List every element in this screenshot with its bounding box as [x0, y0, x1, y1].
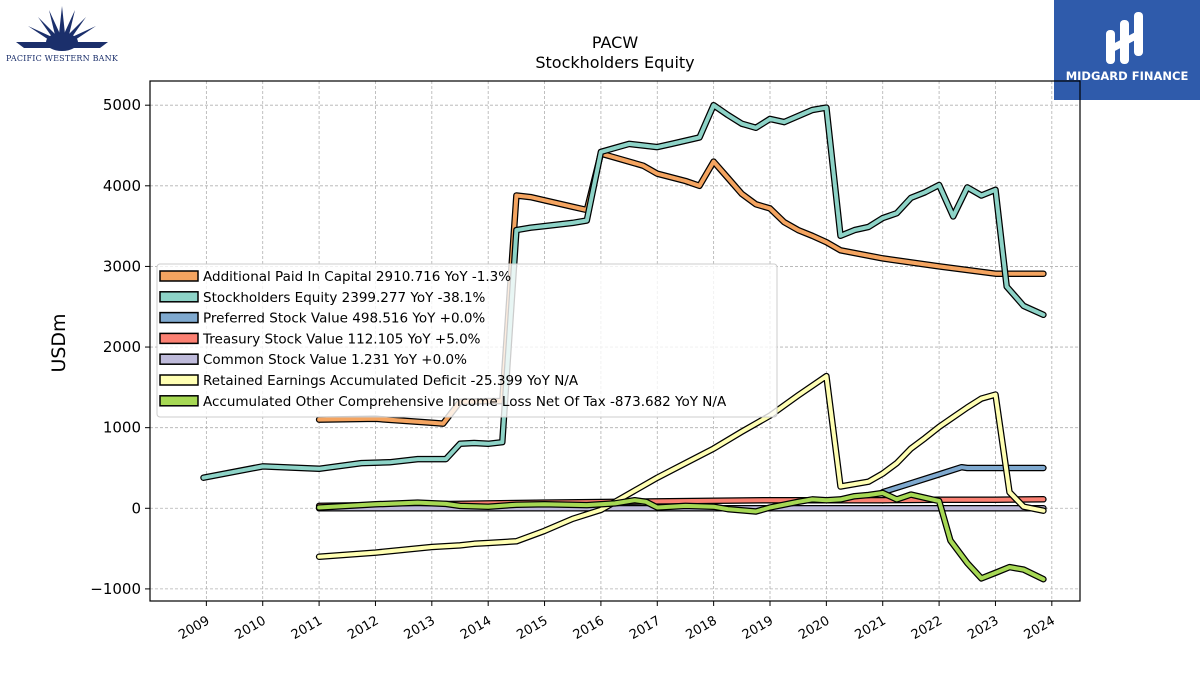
- legend-entry-2: Stockholders Equity 2399.277 YoY -38.1%: [203, 290, 486, 306]
- x-tick-label: 2012: [345, 613, 381, 643]
- x-tick-label: 2023: [965, 613, 1001, 643]
- sunburst-icon: [16, 6, 108, 51]
- bank-name: PACIFIC WESTERN BANK: [6, 54, 118, 63]
- y-tick-label: 2000: [103, 338, 141, 356]
- brand-name: MIDGARD FINANCE: [1065, 69, 1189, 83]
- series-line-3: [880, 465, 1046, 495]
- x-tick-label: 2017: [627, 613, 663, 643]
- midgard-finance-logo: MIDGARD FINANCE: [1054, 0, 1200, 100]
- y-tick-label: 5000: [103, 96, 141, 114]
- x-tick-label: 2018: [683, 613, 719, 643]
- x-tick-label: 2013: [402, 613, 438, 643]
- x-tick-label: 2010: [233, 613, 269, 643]
- legend: Additional Paid In Capital 2910.716 YoY …: [156, 263, 778, 418]
- legend-swatch-5: [159, 353, 199, 365]
- y-tick-label: 0: [131, 499, 141, 517]
- x-tick-label: 2019: [740, 613, 776, 643]
- series-outline-3: [879, 463, 1047, 496]
- legend-swatch-6: [159, 374, 199, 386]
- x-tick-label: 2016: [571, 613, 607, 643]
- legend-entry-7: Accumulated Other Comprehensive Income L…: [203, 394, 727, 410]
- x-tick-label: 2011: [289, 613, 325, 643]
- midgard-mark-icon: [1106, 12, 1143, 64]
- y-tick-label: 3000: [103, 257, 141, 275]
- y-axis-label: USDm: [48, 313, 70, 372]
- series-line-6: [317, 374, 1046, 559]
- legend-entry-5: Common Stock Value 1.231 YoY +0.0%: [203, 352, 467, 368]
- series-line-7: [317, 491, 1046, 582]
- x-tick-label: 2015: [514, 613, 550, 643]
- x-tick-label: 2022: [909, 613, 945, 643]
- chart-subtitle: Stockholders Equity: [535, 53, 694, 72]
- legend-entry-3: Preferred Stock Value 498.516 YoY +0.0%: [203, 311, 485, 327]
- legend-box: [156, 263, 778, 418]
- x-tick-label: 2009: [176, 613, 212, 643]
- y-tick-label: 4000: [103, 177, 141, 195]
- legend-swatch-2: [159, 291, 199, 303]
- legend-entry-1: Additional Paid In Capital 2910.716 YoY …: [203, 269, 511, 285]
- chart-title: PACW: [592, 33, 638, 52]
- y-tick-label: 1000: [103, 419, 141, 437]
- x-tick-label: 2024: [1022, 613, 1058, 643]
- legend-entry-4: Treasury Stock Value 112.105 YoY +5.0%: [202, 331, 481, 347]
- x-tick-label: 2014: [458, 613, 494, 643]
- plot-frame: [149, 80, 1081, 602]
- legend-swatch-7: [159, 395, 199, 407]
- legend-swatch-3: [159, 311, 199, 324]
- x-tick-label: 2020: [796, 613, 832, 643]
- x-tick-label: 2021: [853, 613, 889, 643]
- legend-swatch-1: [159, 270, 199, 282]
- legend-swatch-4: [159, 332, 199, 345]
- pacific-western-bank-logo: PACIFIC WESTERN BANK: [4, 4, 120, 66]
- legend-entry-6: Retained Earnings Accumulated Deficit -2…: [203, 373, 579, 389]
- series-line-2: [201, 103, 1046, 480]
- y-tick-label: −1000: [90, 580, 141, 598]
